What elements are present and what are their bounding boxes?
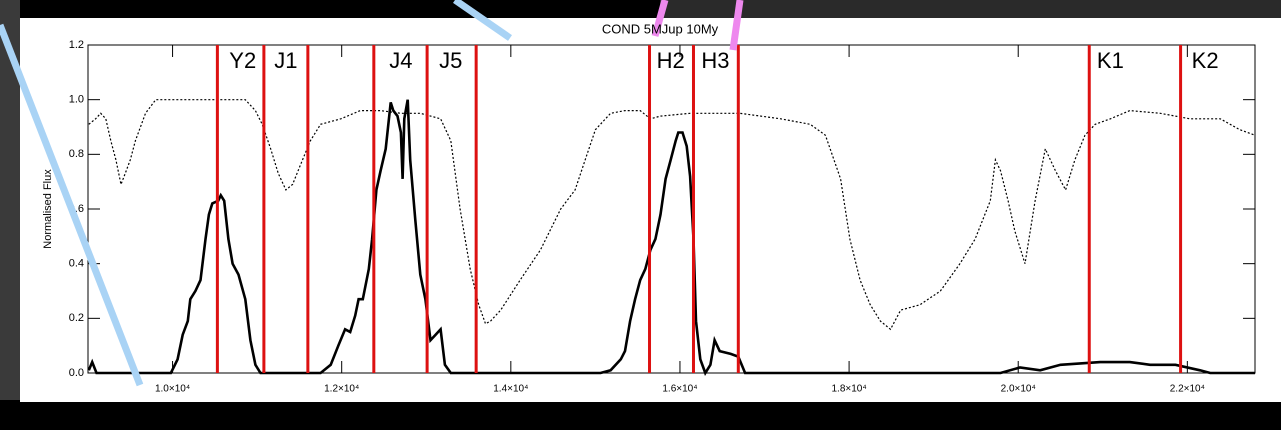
filter-label: K1: [1097, 48, 1124, 73]
top-strip: [660, 0, 1281, 18]
y-tick-label: 1.0: [69, 94, 84, 106]
spectrum-line: [87, 99, 1255, 376]
x-tick-label: 1.0×10⁴: [155, 384, 190, 395]
overlay-stroke: [729, 0, 744, 51]
x-tick-label: 1.4×10⁴: [493, 384, 528, 395]
x-tick-label: 1.8×10⁴: [832, 384, 867, 395]
filter-label: H3: [701, 48, 729, 73]
x-tick-label: 2.0×10⁴: [1001, 384, 1036, 395]
overlay-stroke: [0, 23, 144, 387]
side-strip: [0, 0, 20, 400]
y-tick-label: 0.4: [69, 258, 84, 270]
filter-label: Y2: [229, 48, 256, 73]
x-axis-label: Wavelength (A): [630, 402, 712, 416]
y-tick-label: 0.0: [69, 367, 84, 379]
y-tick-label: 0.2: [69, 312, 84, 324]
y-tick-label: 0.8: [69, 148, 84, 160]
overlay-stroke: [453, 0, 512, 41]
transmission-line: [88, 99, 1256, 331]
filter-label: H2: [657, 48, 685, 73]
filter-label: K2: [1192, 48, 1219, 73]
x-tick-label: 1.2×10⁴: [324, 384, 359, 395]
y-axis-label: Normalised Flux: [42, 169, 54, 249]
plot: 0.00.20.40.60.81.01.21.0×10⁴ 1.2×10⁴ 1.4×1…: [69, 39, 1256, 395]
x-tick-label: 2.2×10⁴: [1170, 384, 1205, 395]
x-tick-label: 1.6×10⁴: [662, 384, 697, 395]
y-tick-label: 1.2: [69, 39, 84, 51]
filter-label: J1: [274, 48, 297, 73]
chart-title: COND 5MJup 10My: [602, 21, 719, 36]
overlay-stroke: [651, 0, 669, 37]
filter-label: J5: [439, 48, 462, 73]
filter-label: J4: [389, 48, 412, 73]
